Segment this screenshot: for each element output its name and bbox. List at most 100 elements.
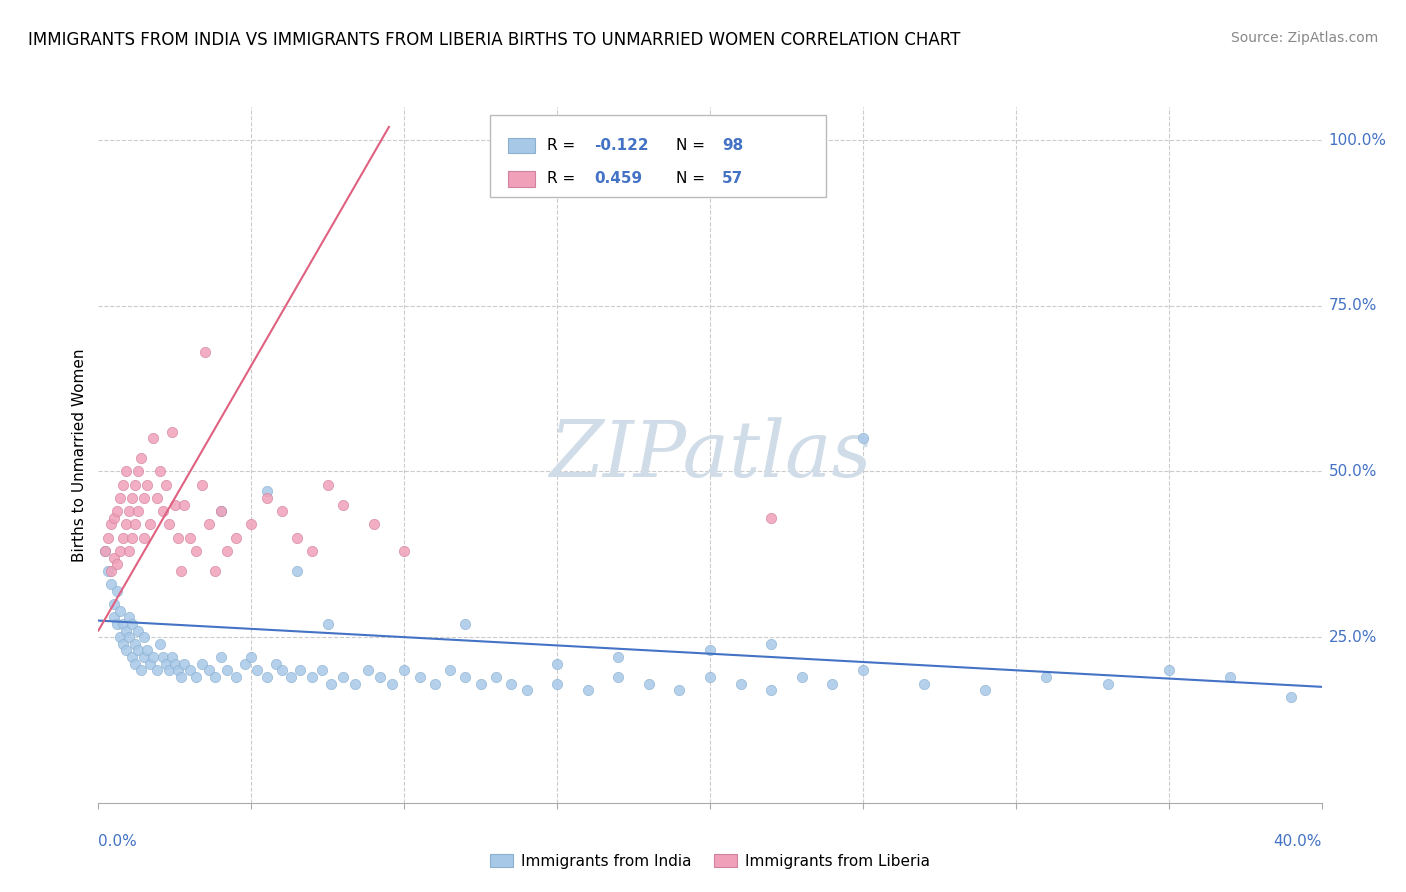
Point: [170, 670, 193, 684]
Point: [501, 676, 523, 690]
Point: [142, 650, 165, 665]
Point: [790, 670, 813, 684]
Point: [423, 676, 446, 690]
Point: [136, 477, 159, 491]
Point: [121, 531, 143, 545]
Point: [356, 663, 378, 677]
Point: [105, 616, 128, 631]
Point: [368, 670, 391, 684]
Point: [852, 663, 875, 677]
Point: [167, 663, 190, 677]
Point: [668, 683, 690, 698]
Point: [392, 663, 416, 677]
Point: [344, 676, 367, 690]
FancyBboxPatch shape: [489, 115, 827, 197]
Point: [454, 670, 477, 684]
Legend: Immigrants from India, Immigrants from Liberia: Immigrants from India, Immigrants from L…: [484, 848, 936, 875]
Point: [332, 670, 354, 684]
Point: [209, 650, 232, 665]
Point: [246, 663, 269, 677]
Point: [280, 670, 302, 684]
Point: [285, 531, 308, 545]
Point: [93, 544, 115, 558]
Point: [699, 670, 721, 684]
Point: [124, 637, 146, 651]
Text: 25.0%: 25.0%: [1329, 630, 1376, 645]
Point: [256, 491, 278, 505]
Point: [115, 643, 138, 657]
Point: [311, 663, 333, 677]
Point: [381, 676, 404, 690]
Point: [127, 465, 149, 479]
Point: [129, 663, 152, 677]
Text: Source: ZipAtlas.com: Source: ZipAtlas.com: [1230, 31, 1378, 45]
Point: [134, 531, 156, 545]
Point: [124, 517, 146, 532]
Point: [730, 676, 752, 690]
Point: [191, 477, 214, 491]
Point: [699, 643, 721, 657]
Point: [852, 431, 875, 445]
Point: [1219, 670, 1241, 684]
Text: 75.0%: 75.0%: [1329, 298, 1376, 313]
Point: [160, 425, 183, 439]
Point: [97, 564, 120, 578]
Point: [163, 498, 186, 512]
Text: 50.0%: 50.0%: [1329, 464, 1376, 479]
Point: [118, 544, 141, 558]
Point: [127, 504, 149, 518]
Text: 100.0%: 100.0%: [1329, 133, 1386, 148]
Point: [1157, 663, 1180, 677]
Point: [145, 491, 167, 505]
Point: [103, 610, 125, 624]
Point: [139, 517, 162, 532]
Point: [134, 630, 156, 644]
Point: [240, 517, 263, 532]
Point: [115, 624, 138, 638]
Text: -0.122: -0.122: [593, 137, 648, 153]
Point: [546, 676, 568, 690]
Point: [301, 670, 323, 684]
Point: [215, 663, 238, 677]
Text: IMMIGRANTS FROM INDIA VS IMMIGRANTS FROM LIBERIA BIRTHS TO UNMARRIED WOMEN CORRE: IMMIGRANTS FROM INDIA VS IMMIGRANTS FROM…: [28, 31, 960, 49]
Point: [1097, 676, 1119, 690]
Text: N =: N =: [676, 137, 710, 153]
Point: [256, 670, 278, 684]
Point: [111, 477, 134, 491]
Point: [204, 670, 226, 684]
Text: N =: N =: [676, 171, 710, 186]
Point: [124, 657, 146, 671]
Y-axis label: Births to Unmarried Women: Births to Unmarried Women: [72, 348, 87, 562]
Point: [546, 657, 568, 671]
Point: [454, 616, 477, 631]
Point: [149, 465, 172, 479]
Point: [118, 504, 141, 518]
Point: [974, 683, 997, 698]
Point: [759, 683, 782, 698]
Point: [186, 670, 208, 684]
Point: [105, 583, 128, 598]
Point: [485, 670, 508, 684]
Point: [637, 676, 661, 690]
Point: [197, 663, 219, 677]
Point: [912, 676, 935, 690]
Point: [145, 663, 167, 677]
Point: [152, 504, 174, 518]
Point: [363, 517, 385, 532]
Point: [93, 544, 115, 558]
Point: [127, 624, 149, 638]
Point: [152, 650, 174, 665]
Point: [170, 564, 193, 578]
Point: [100, 577, 122, 591]
Point: [111, 531, 134, 545]
Point: [186, 544, 208, 558]
Point: [103, 597, 125, 611]
Point: [319, 676, 342, 690]
Point: [392, 544, 416, 558]
Point: [100, 564, 122, 578]
Point: [121, 491, 143, 505]
Point: [225, 670, 247, 684]
Text: ZIPatlas: ZIPatlas: [548, 417, 872, 493]
Point: [103, 511, 125, 525]
Text: R =: R =: [547, 171, 581, 186]
